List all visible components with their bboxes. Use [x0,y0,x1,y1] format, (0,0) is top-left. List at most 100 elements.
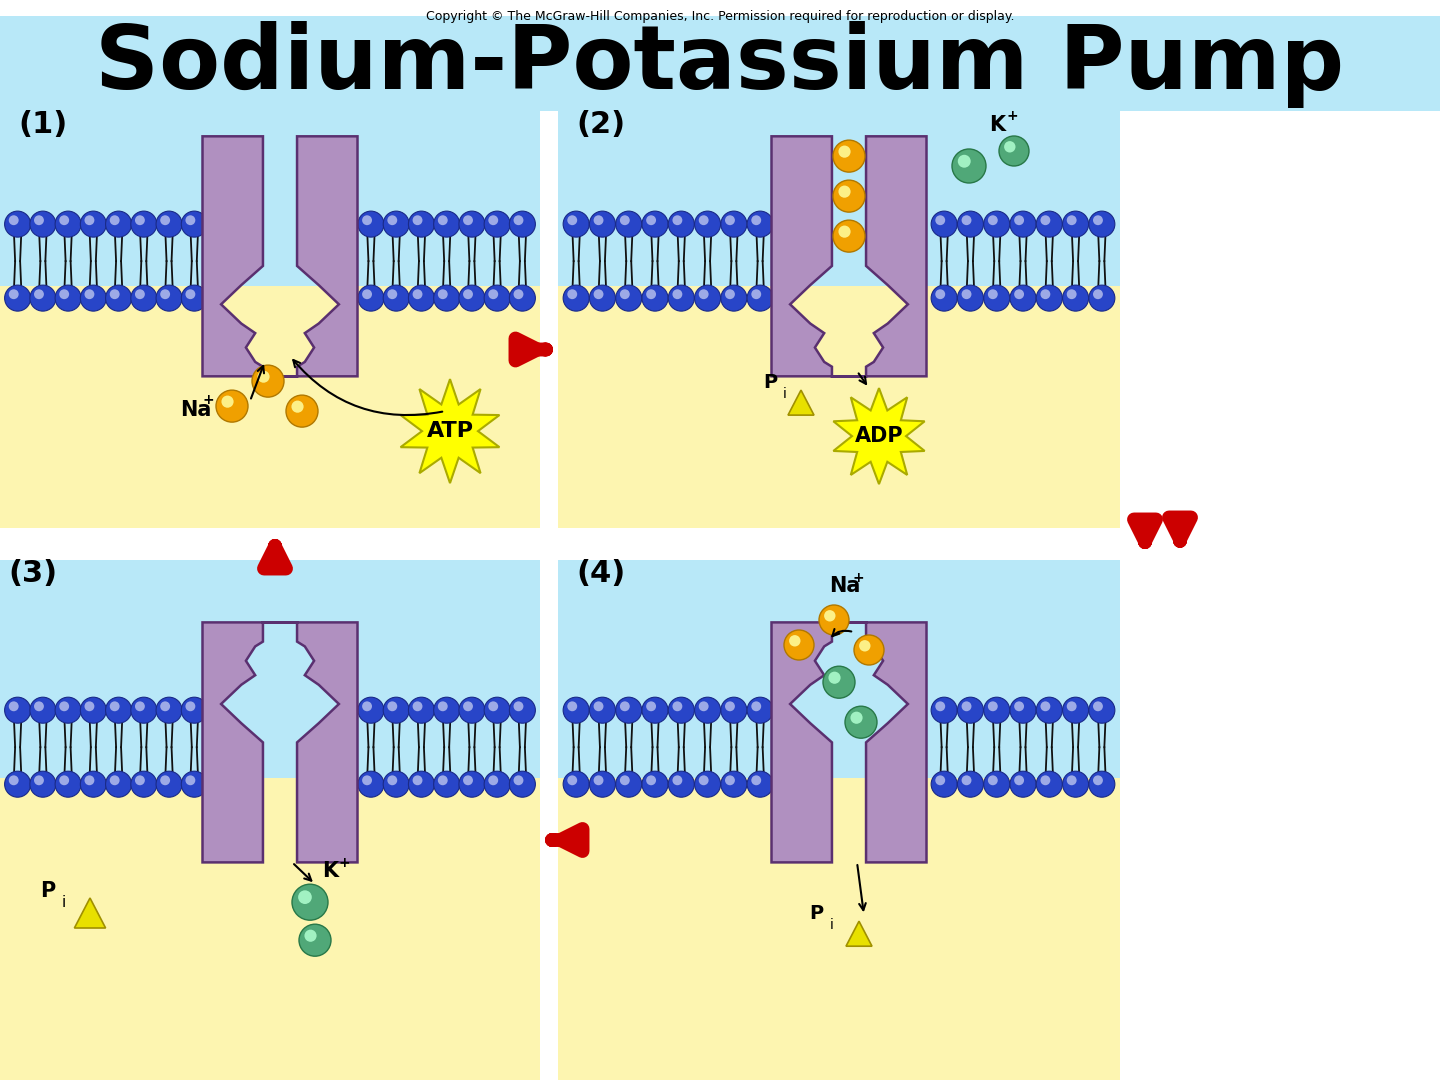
Circle shape [988,215,998,225]
Circle shape [4,285,30,311]
Circle shape [1014,701,1024,712]
Circle shape [160,775,170,785]
Polygon shape [772,622,926,863]
Circle shape [488,775,498,785]
Circle shape [287,395,318,427]
Circle shape [854,635,884,665]
Circle shape [55,211,81,238]
Circle shape [438,701,448,712]
Circle shape [438,289,448,299]
Circle shape [55,285,81,311]
Circle shape [186,289,196,299]
Circle shape [832,180,865,212]
Circle shape [4,211,30,238]
Circle shape [724,215,734,225]
Circle shape [383,771,409,797]
Circle shape [952,149,986,183]
Circle shape [1093,775,1103,785]
Circle shape [619,775,629,785]
Circle shape [962,775,972,785]
Circle shape [1067,215,1077,225]
Circle shape [988,701,998,712]
Circle shape [359,285,384,311]
Circle shape [1063,771,1089,797]
Circle shape [55,698,81,724]
Circle shape [59,701,69,712]
Circle shape [672,215,683,225]
Circle shape [361,775,372,785]
Text: (1): (1) [17,110,68,139]
Circle shape [135,701,145,712]
Circle shape [984,285,1009,311]
Circle shape [160,215,170,225]
Circle shape [488,289,498,299]
Circle shape [459,771,485,797]
Circle shape [860,640,871,651]
Circle shape [962,701,972,712]
Circle shape [619,701,629,712]
Circle shape [81,771,107,797]
Circle shape [514,775,523,785]
Circle shape [747,285,773,311]
Circle shape [1089,285,1115,311]
Circle shape [510,211,536,238]
Circle shape [932,285,958,311]
Circle shape [85,775,95,785]
Circle shape [647,775,657,785]
Circle shape [383,211,409,238]
Circle shape [694,285,720,311]
Circle shape [752,775,762,785]
Circle shape [647,701,657,712]
Circle shape [962,289,972,299]
Circle shape [105,285,131,311]
Circle shape [1063,285,1089,311]
Circle shape [135,289,145,299]
Circle shape [1004,141,1015,152]
Circle shape [484,211,510,238]
Circle shape [783,630,814,660]
Circle shape [593,215,603,225]
Circle shape [789,635,801,647]
Circle shape [694,211,720,238]
Circle shape [1014,289,1024,299]
Circle shape [459,698,485,724]
Circle shape [387,775,397,785]
Text: +: + [852,571,864,585]
Circle shape [932,771,958,797]
Circle shape [387,215,397,225]
Circle shape [642,771,668,797]
Circle shape [832,220,865,252]
Circle shape [514,289,523,299]
Polygon shape [772,136,926,376]
Circle shape [589,698,615,724]
Circle shape [567,701,577,712]
Circle shape [752,289,762,299]
Circle shape [9,215,19,225]
Circle shape [1009,285,1035,311]
Circle shape [59,289,69,299]
Circle shape [216,390,248,422]
Circle shape [81,211,107,238]
Text: K: K [323,861,338,881]
Circle shape [958,771,984,797]
Circle shape [105,771,131,797]
Circle shape [721,698,747,724]
Circle shape [156,211,181,238]
Circle shape [721,211,747,238]
Circle shape [958,285,984,311]
Circle shape [484,698,510,724]
Circle shape [359,698,384,724]
Circle shape [484,771,510,797]
Circle shape [984,698,1009,724]
Circle shape [359,211,384,238]
Bar [0,286,540,528]
Circle shape [672,701,683,712]
Circle shape [30,285,56,311]
Circle shape [35,701,43,712]
Text: i: i [783,387,786,401]
Circle shape [747,698,773,724]
Circle shape [438,775,448,785]
Circle shape [563,771,589,797]
Text: P: P [763,373,778,392]
Circle shape [488,215,498,225]
